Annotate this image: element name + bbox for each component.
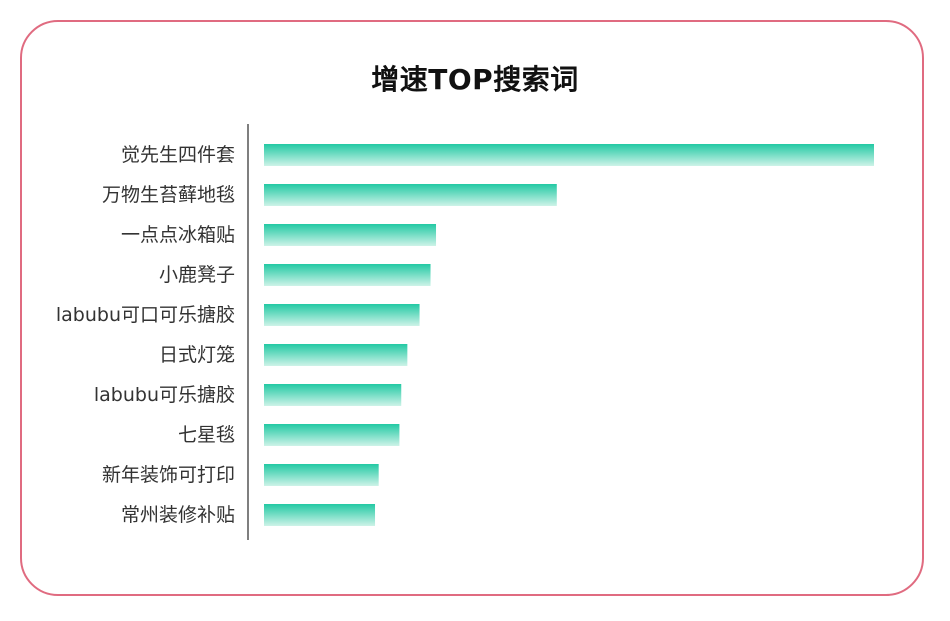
bar (264, 304, 420, 326)
category-label: 新年装饰可打印 (102, 464, 235, 486)
chart-card (20, 20, 924, 596)
category-label: 觉先生四件套 (121, 144, 235, 166)
category-label: 一点点冰箱贴 (121, 224, 235, 246)
chart-title: 增速TOP搜索词 (371, 63, 579, 96)
bar (264, 384, 402, 406)
category-label: labubu可乐搪胶 (94, 384, 235, 406)
category-label: 常州装修补贴 (121, 504, 235, 526)
category-label: labubu可口可乐搪胶 (56, 304, 235, 326)
category-label: 小鹿凳子 (159, 264, 235, 286)
bar (264, 184, 557, 206)
category-label: 日式灯笼 (159, 344, 235, 366)
bar (264, 424, 400, 446)
bar (264, 504, 376, 526)
category-label: 万物生苔藓地毯 (102, 184, 235, 206)
bar (264, 224, 437, 246)
bar (264, 264, 431, 286)
category-label: 七星毯 (178, 424, 235, 446)
bar (264, 464, 379, 486)
bar (264, 144, 874, 166)
bar (264, 344, 408, 366)
